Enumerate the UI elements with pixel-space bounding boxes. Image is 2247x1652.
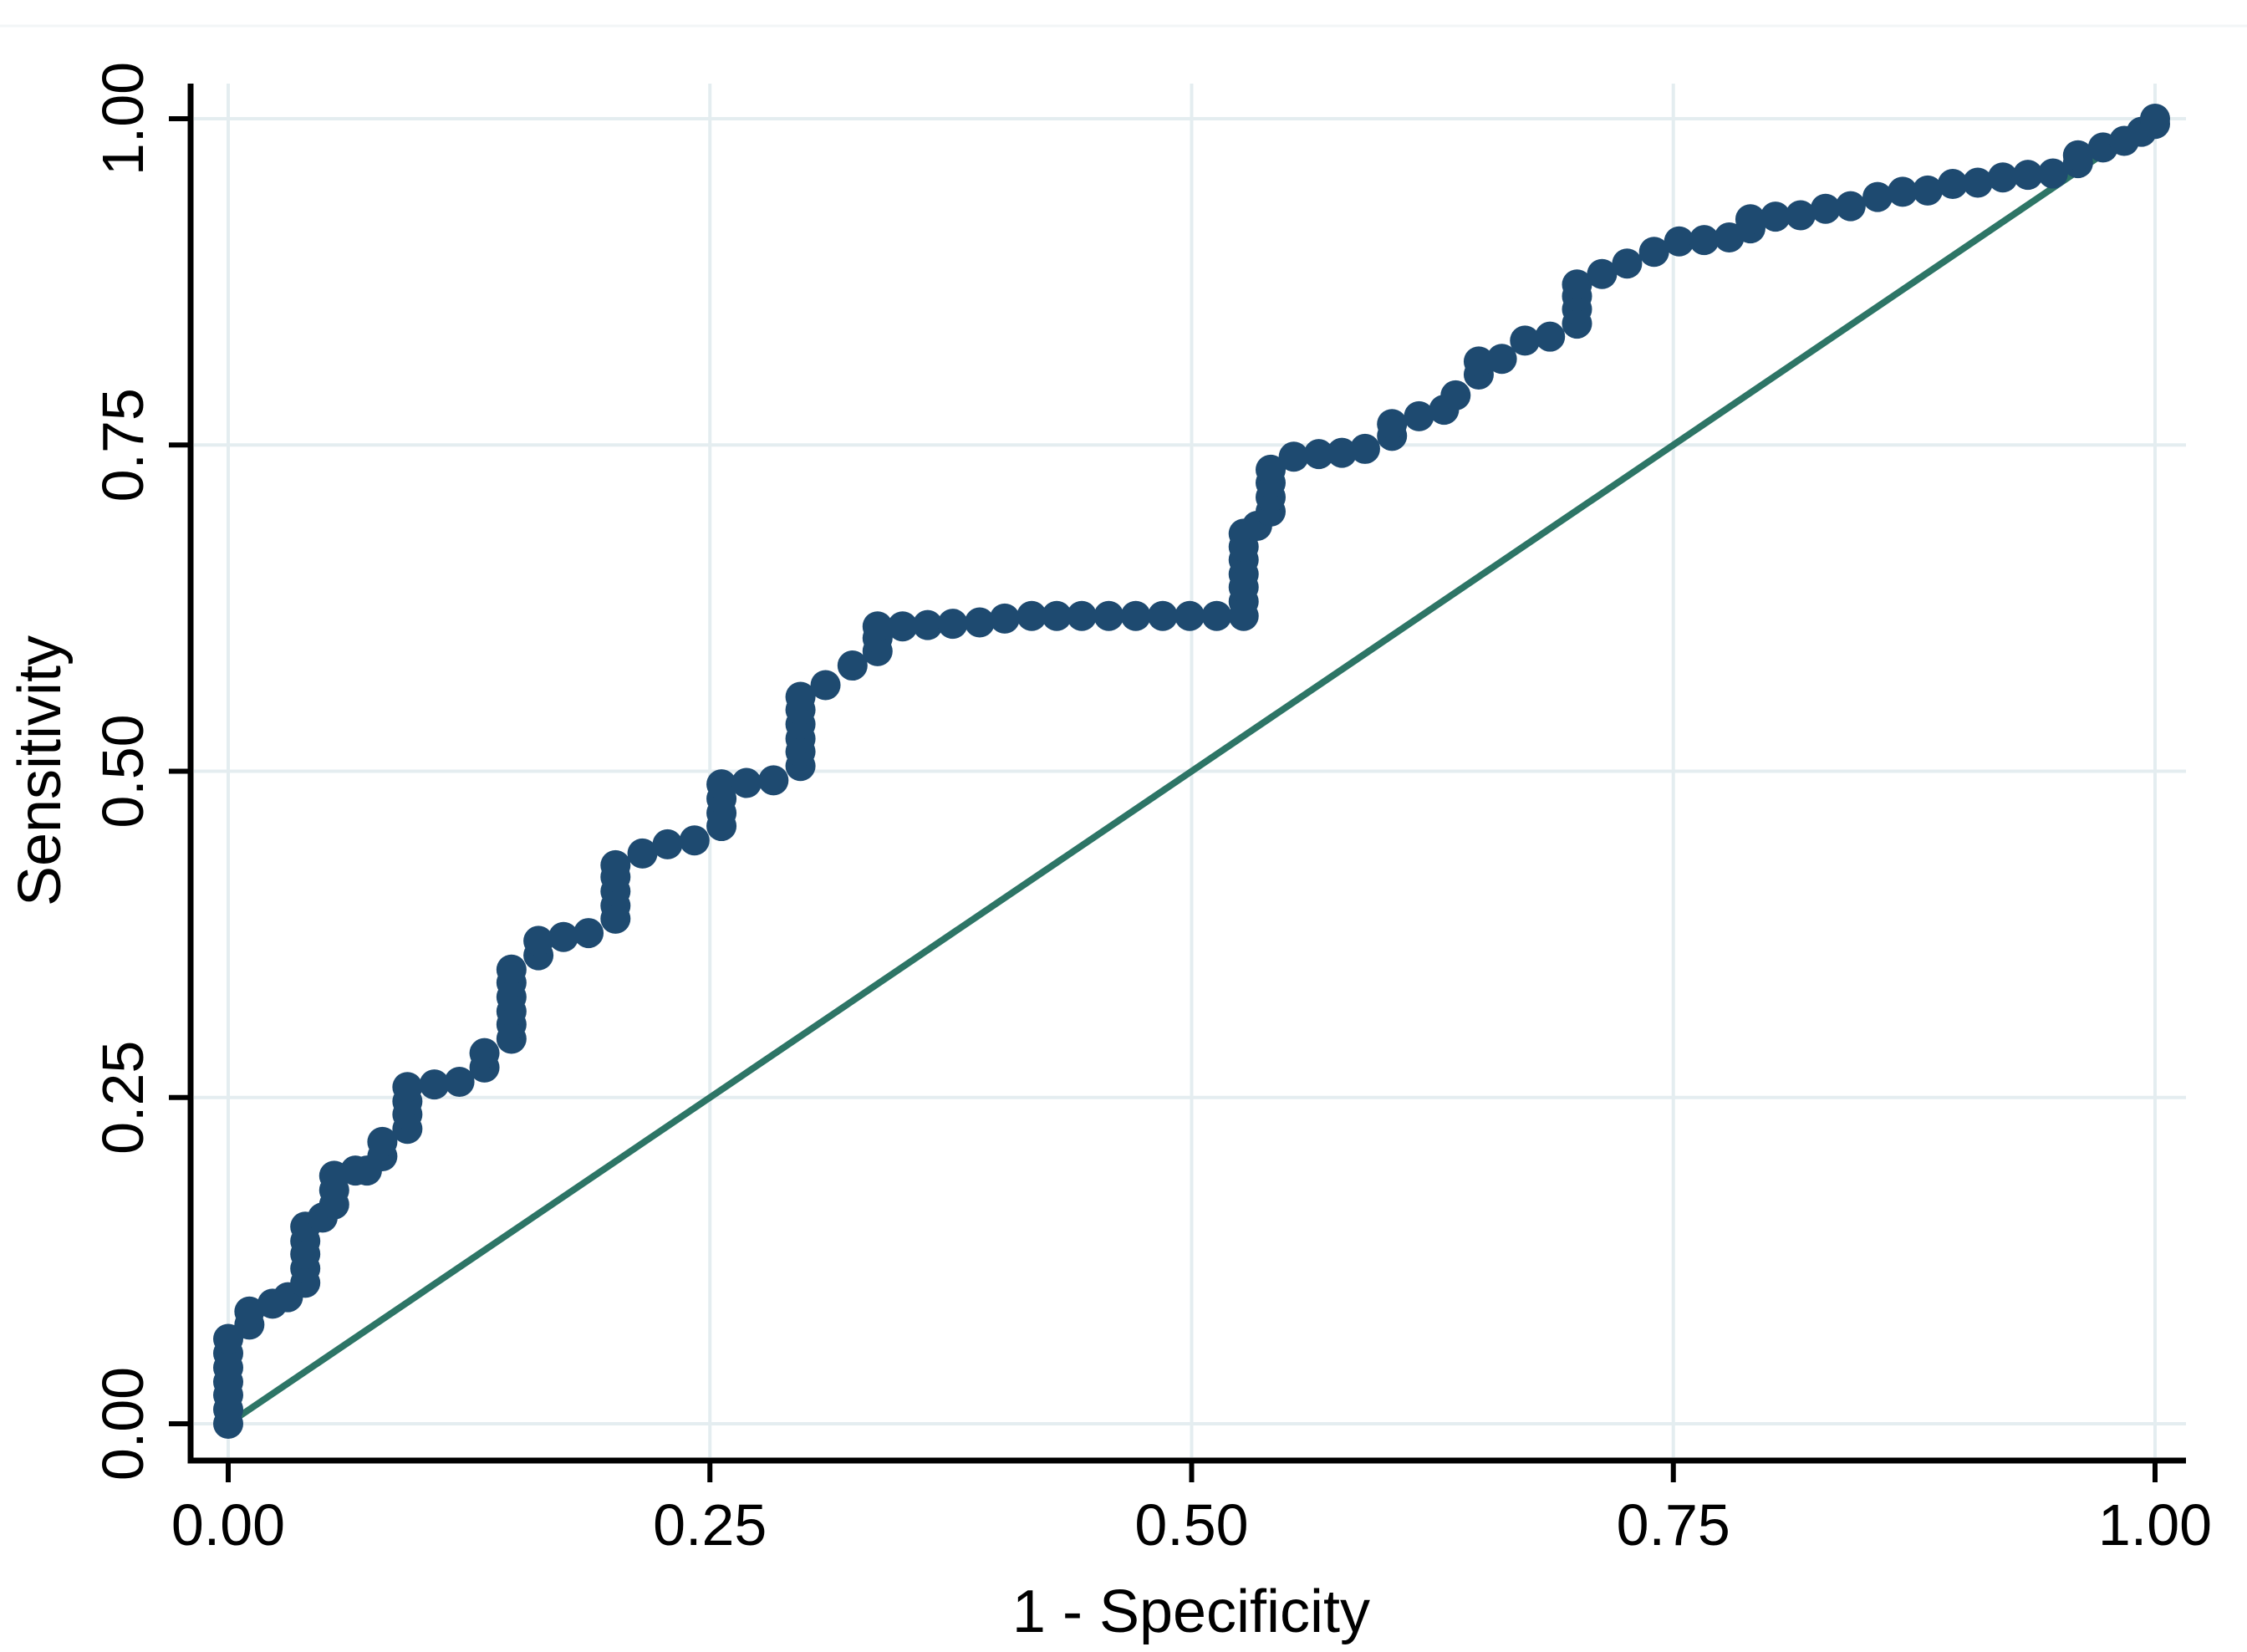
y-tick-label: 0.25 bbox=[90, 1041, 155, 1155]
y-tick-label: 0.50 bbox=[90, 714, 155, 828]
roc-point bbox=[1835, 191, 1866, 222]
roc-point bbox=[1349, 433, 1380, 464]
roc-point bbox=[1278, 441, 1309, 472]
roc-point bbox=[1120, 600, 1151, 631]
roc-point bbox=[1486, 344, 1517, 375]
roc-point bbox=[523, 925, 554, 956]
roc-point bbox=[1689, 225, 1720, 256]
roc-point bbox=[367, 1126, 398, 1157]
reference-line bbox=[225, 115, 2158, 1427]
x-tick-label: 0.75 bbox=[1617, 1492, 1730, 1558]
roc-point bbox=[1664, 226, 1694, 257]
x-axis-title: 1 - Specificity bbox=[1012, 1578, 1370, 1645]
roc-point bbox=[1987, 162, 2018, 193]
roc-point bbox=[679, 825, 710, 856]
roc-point bbox=[1067, 600, 1098, 631]
roc-point bbox=[1327, 437, 1358, 468]
roc-point bbox=[1760, 201, 1791, 232]
roc-point bbox=[1201, 600, 1232, 631]
y-tick-label: 0.75 bbox=[90, 388, 155, 502]
roc-point bbox=[1913, 175, 1944, 206]
roc-point bbox=[1587, 258, 1618, 289]
chance-diagonal-line bbox=[225, 115, 2158, 1427]
roc-point bbox=[600, 849, 631, 880]
roc-point bbox=[1510, 325, 1541, 356]
roc-point bbox=[810, 670, 841, 701]
x-tick-label: 1.00 bbox=[2098, 1492, 2212, 1558]
roc-point bbox=[1404, 400, 1434, 431]
x-tick-label: 0.00 bbox=[171, 1492, 285, 1558]
roc-point bbox=[1862, 181, 1893, 212]
roc-point bbox=[1377, 409, 1408, 440]
axis-ticks bbox=[169, 116, 2158, 1482]
roc-point bbox=[1888, 176, 1918, 207]
roc-point bbox=[2140, 104, 2170, 134]
x-tick-label: 0.50 bbox=[1134, 1492, 1248, 1558]
roc-point bbox=[1256, 454, 1287, 485]
roc-point bbox=[887, 611, 918, 642]
y-axis-title: Sensitivity bbox=[7, 635, 74, 906]
roc-point bbox=[964, 607, 995, 638]
roc-point bbox=[862, 611, 893, 642]
roc-point bbox=[1562, 269, 1592, 300]
roc-point bbox=[1735, 204, 1766, 235]
roc-point bbox=[1937, 169, 1968, 200]
roc-point bbox=[2062, 140, 2093, 171]
roc-point bbox=[937, 609, 968, 640]
y-tick-label: 0.00 bbox=[90, 1367, 155, 1481]
roc-point bbox=[1785, 200, 1816, 231]
roc-point bbox=[1093, 600, 1124, 631]
roc-point bbox=[234, 1296, 265, 1327]
roc-point bbox=[496, 954, 527, 985]
roc-point bbox=[1612, 248, 1643, 279]
roc-point bbox=[989, 603, 1020, 634]
roc-point bbox=[419, 1069, 450, 1100]
roc-point bbox=[1440, 380, 1471, 410]
roc-point bbox=[1174, 600, 1205, 631]
roc-point bbox=[213, 1323, 243, 1354]
roc-point bbox=[1042, 600, 1073, 631]
roc-point bbox=[731, 767, 762, 798]
roc-point bbox=[469, 1038, 500, 1068]
roc-point bbox=[1962, 167, 1993, 198]
roc-point bbox=[1016, 600, 1047, 631]
roc-point bbox=[1638, 237, 1669, 268]
roc-point bbox=[2037, 158, 2068, 189]
roc-point bbox=[444, 1067, 475, 1098]
roc-point bbox=[1303, 439, 1334, 470]
roc-point bbox=[652, 829, 683, 859]
roc-point bbox=[785, 681, 816, 712]
roc-point bbox=[573, 918, 604, 949]
tick-labels: 0.00 0.25 0.50 0.75 1.00 0.00 0.25 0.50 0.75 1.00 bbox=[90, 62, 2212, 1558]
roc-point bbox=[758, 765, 789, 796]
roc-point bbox=[392, 1072, 423, 1103]
roc-points bbox=[213, 104, 2170, 1439]
roc-point bbox=[627, 838, 658, 869]
roc-point bbox=[1463, 346, 1494, 377]
x-tick-label: 0.25 bbox=[653, 1492, 767, 1558]
roc-point bbox=[912, 609, 943, 640]
roc-point bbox=[837, 650, 868, 681]
roc-point bbox=[706, 769, 737, 800]
roc-point bbox=[1810, 193, 1841, 224]
roc-point bbox=[548, 921, 579, 952]
roc-point bbox=[1147, 600, 1178, 631]
roc-point bbox=[1535, 321, 1566, 352]
roc-point bbox=[2012, 160, 2043, 191]
y-tick-label: 1.00 bbox=[90, 62, 155, 176]
